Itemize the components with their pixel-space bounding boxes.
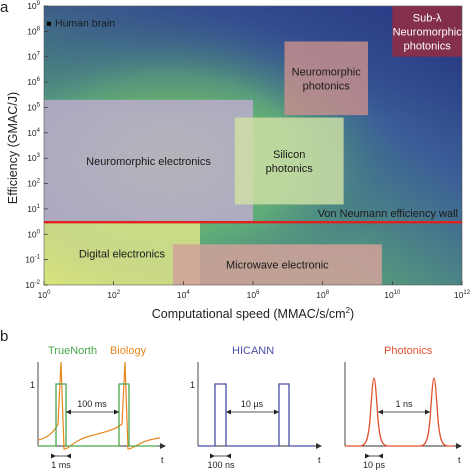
x-tick-label: 102 <box>107 290 120 300</box>
hicann-trace <box>198 383 314 447</box>
region-label-line: Neuromorphic electronics <box>86 156 211 168</box>
region-neuromorphic-electronics <box>44 99 253 223</box>
y-tick-label: 109 <box>27 1 40 11</box>
hicann-width-arrow-right <box>226 453 231 459</box>
y-tick-label: 103 <box>27 153 40 163</box>
x-tick-label: 108 <box>316 290 329 300</box>
truenorth-width-label: 1 ms <box>51 460 71 470</box>
y-tick-label: 106 <box>27 77 40 87</box>
panel-b: TrueNorth Biology 1 t 100 ms 1 ms HICANN… <box>30 345 462 470</box>
human-brain-label: Human brain <box>55 18 115 30</box>
y-tick-label: 107 <box>27 52 40 62</box>
region-label-silicon-photonics: Silicon photonics <box>266 149 314 175</box>
x-axis-label-end: ) <box>350 307 354 321</box>
truenorth-level-one: 1 <box>30 380 35 390</box>
x-axis-label: Computational speed (MMAC/s/cm2) <box>152 306 354 321</box>
human-brain-marker <box>47 21 51 26</box>
photonics-interval-arrow-left <box>378 409 383 415</box>
truenorth-biology-plot: TrueNorth Biology 1 t 100 ms 1 ms <box>30 345 166 470</box>
region-label-digital-electronics: Digital electronics <box>79 249 166 261</box>
hicann-plot: HICANN 1 t 10 µs 100 ns <box>190 345 322 470</box>
photonics-width-arrow-left <box>365 453 370 459</box>
region-label-neuromorphic-electronics: Neuromorphic electronics <box>86 156 211 168</box>
region-label-line: photonics <box>404 40 452 52</box>
photonics-plot: Photonics t 1 ns 10 ps <box>344 345 462 470</box>
photonics-interval-label: 1 ns <box>395 399 413 409</box>
region-label-neuromorphic-photonics: Neuromorphic photonics <box>292 66 362 92</box>
panel-a-letter: a <box>0 0 9 16</box>
y-axis-ticks: 10-2 10-1 100 101 102 103 104 105 106 107 108 109 <box>25 1 48 290</box>
truenorth-trace <box>38 383 158 447</box>
region-label-line: Microwave electronic <box>226 260 329 272</box>
photonics-t-label: t <box>458 455 461 465</box>
biology-trace <box>37 361 161 450</box>
region-label-line: Silicon <box>273 149 305 161</box>
truenorth-interval-arrow-right <box>114 409 119 415</box>
photonics-x-arrow <box>456 443 462 449</box>
region-label-line: Digital electronics <box>79 249 166 261</box>
hicann-width-label: 100 ns <box>207 460 235 470</box>
photonics-width-label: 10 ps <box>363 460 386 470</box>
y-tick-label: 108 <box>27 26 40 36</box>
truenorth-width-arrow-right <box>66 453 71 459</box>
photonics-trace <box>345 377 454 447</box>
hicann-interval-arrow-left <box>226 409 231 415</box>
region-sub-neuromorphic-photonics <box>392 6 462 57</box>
panel-b-letter: b <box>0 328 8 345</box>
region-label-line: Neuromorphic <box>393 26 463 38</box>
region-label-line: photonics <box>266 163 314 175</box>
y-tick-label: 105 <box>27 102 40 112</box>
hicann-width-arrow-left <box>210 453 215 459</box>
regions-layer: Digital electronics Microwave electronic N… <box>44 6 462 285</box>
y-tick-label: 10-1 <box>25 255 40 265</box>
region-label-line: photonics <box>303 80 351 92</box>
region-label-sub-neuromorphic-photonics: Sub-λ Neuromorphic photonics <box>393 12 463 52</box>
y-tick-label: 100 <box>27 229 40 239</box>
von-neumann-wall-label: Von Neumann efficiency wall <box>318 208 458 220</box>
region-label-line: Sub-λ <box>413 12 442 24</box>
x-axis-ticks: 100 102 104 106 108 1010 1012 <box>38 281 471 300</box>
region-silicon-photonics <box>234 117 344 205</box>
hicann-t-label: t <box>318 455 321 465</box>
x-tick-label: 100 <box>38 290 51 300</box>
photonics-title: Photonics <box>384 345 433 357</box>
x-axis-label-sup: 2 <box>346 306 351 315</box>
x-axis-label-main: Computational speed (MMAC/s/cm <box>152 307 346 321</box>
truenorth-interval-arrow-left <box>66 409 71 415</box>
panel-a-plot: Digital electronics Microwave electronic N… <box>44 6 462 285</box>
y-tick-label: 102 <box>27 179 40 189</box>
biology-title: Biology <box>110 345 147 357</box>
photonics-width-arrow-right <box>378 453 383 459</box>
hicann-x-arrow <box>316 443 322 449</box>
y-tick-label: 10-2 <box>25 280 40 290</box>
y-tick-label: 101 <box>27 204 40 214</box>
hicann-interval-arrow-right <box>274 409 279 415</box>
truenorth-x-arrow <box>160 443 166 449</box>
region-microwave-electronic <box>172 244 382 285</box>
hicann-level-one: 1 <box>190 380 195 390</box>
y-axis-label: Efficiency (GMAC/J) <box>6 92 20 204</box>
x-tick-label: 104 <box>177 290 190 300</box>
region-label-microwave-electronic: Microwave electronic <box>226 260 329 272</box>
hicann-title: HICANN <box>232 345 274 357</box>
x-tick-label: 1010 <box>384 290 401 300</box>
photonics-interval-arrow-right <box>425 409 430 415</box>
y-tick-label: 104 <box>27 128 40 138</box>
x-tick-label: 106 <box>247 290 260 300</box>
region-neuromorphic-photonics <box>284 41 368 116</box>
region-label-line: Neuromorphic <box>292 66 362 78</box>
truenorth-title: TrueNorth <box>48 345 97 357</box>
x-tick-label: 1012 <box>454 290 471 300</box>
truenorth-interval-label: 100 ms <box>77 399 107 409</box>
truenorth-t-label: t <box>161 455 164 465</box>
hicann-interval-label: 10 µs <box>241 399 264 409</box>
truenorth-width-arrow-left <box>51 453 56 459</box>
